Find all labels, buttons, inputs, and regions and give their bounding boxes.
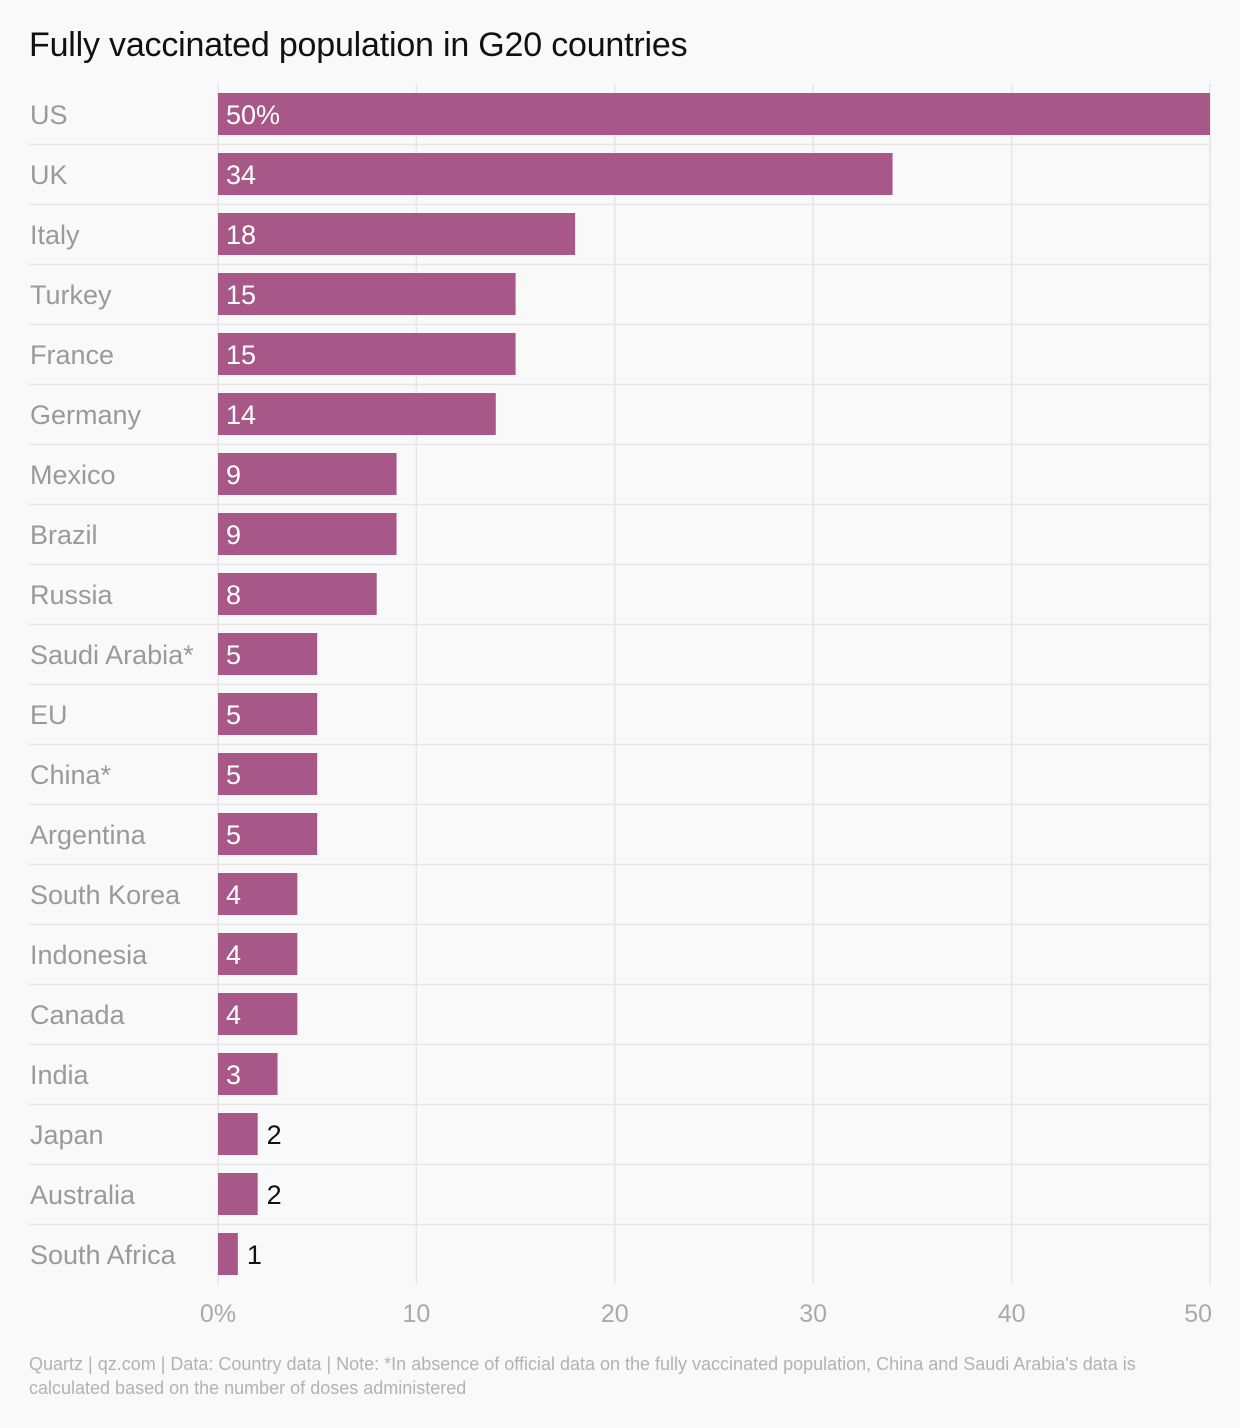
- data-label: 5: [226, 760, 241, 790]
- bar: [218, 813, 318, 855]
- chart-title: Fully vaccinated population in G20 count…: [29, 26, 688, 64]
- bar: [218, 873, 298, 915]
- bar: [218, 513, 397, 555]
- data-label: 4: [226, 1000, 241, 1030]
- bar: [218, 273, 516, 315]
- data-label: 9: [226, 460, 241, 490]
- bar: [218, 1053, 278, 1095]
- bar: [218, 1113, 258, 1155]
- data-label: 2: [267, 1180, 282, 1210]
- bar: [218, 573, 377, 615]
- category-label: Brazil: [30, 520, 98, 550]
- x-tick-label: 40: [998, 1300, 1026, 1328]
- category-label: India: [30, 1060, 90, 1090]
- bar: [218, 633, 318, 675]
- category-label: US: [30, 100, 68, 130]
- data-label: 14: [226, 400, 256, 430]
- data-label: 5: [226, 820, 241, 850]
- data-label: 4: [226, 940, 241, 970]
- data-label: 4: [226, 880, 241, 910]
- category-label: Russia: [30, 580, 114, 610]
- bar: [218, 1233, 238, 1275]
- category-label: Saudi Arabia*: [30, 640, 194, 670]
- bar: [218, 1173, 258, 1215]
- data-label: 34: [226, 160, 256, 190]
- bar: [218, 153, 893, 195]
- data-label: 15: [226, 280, 256, 310]
- category-label: Germany: [30, 400, 142, 430]
- category-label: South Korea: [30, 880, 181, 910]
- data-label: 15: [226, 340, 256, 370]
- bar: [218, 333, 516, 375]
- category-label: Italy: [30, 220, 80, 250]
- bar: [218, 993, 298, 1035]
- data-label: 5: [226, 640, 241, 670]
- bar: [218, 933, 298, 975]
- bar: [218, 93, 1210, 135]
- data-label: 8: [226, 580, 241, 610]
- category-label: France: [30, 340, 114, 370]
- category-label: EU: [30, 700, 68, 730]
- category-label: Argentina: [30, 820, 147, 850]
- x-tick-label: 10: [402, 1300, 430, 1328]
- bar: [218, 453, 397, 495]
- category-label: UK: [30, 160, 68, 190]
- category-label: China*: [30, 760, 112, 790]
- x-tick-label: 30: [799, 1300, 827, 1328]
- source-note: Quartz | qz.com | Data: Country data | N…: [29, 1354, 1136, 1398]
- bar: [218, 213, 576, 255]
- category-label: Canada: [30, 1000, 126, 1030]
- data-label: 2: [267, 1120, 282, 1150]
- data-label: 18: [226, 220, 256, 250]
- data-label: 50%: [226, 100, 280, 130]
- x-tick-label: 0%: [200, 1300, 236, 1328]
- bar: [218, 753, 318, 795]
- category-label: Australia: [30, 1180, 136, 1210]
- category-label: Indonesia: [30, 940, 148, 970]
- data-label: 3: [226, 1060, 241, 1090]
- category-label: South Africa: [30, 1240, 177, 1270]
- data-label: 1: [247, 1240, 262, 1270]
- category-label: Japan: [30, 1120, 104, 1150]
- bar: [218, 393, 496, 435]
- category-label: Mexico: [30, 460, 116, 490]
- bar: [218, 693, 318, 735]
- category-label: Turkey: [30, 280, 112, 310]
- x-tick-label: 20: [601, 1300, 629, 1328]
- data-label: 5: [226, 700, 241, 730]
- x-tick-label: 50: [1184, 1300, 1212, 1328]
- data-label: 9: [226, 520, 241, 550]
